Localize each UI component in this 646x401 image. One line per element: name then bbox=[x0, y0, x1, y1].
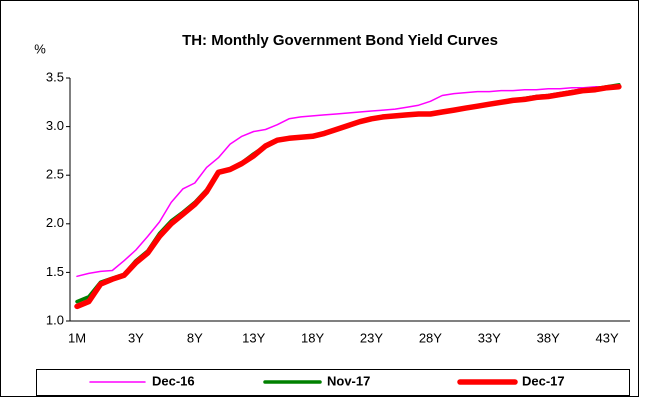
chart-title: TH: Monthly Government Bond Yield Curves bbox=[182, 32, 498, 49]
series-line bbox=[74, 83, 622, 310]
y-tick-label: 1.5 bbox=[46, 264, 64, 279]
x-tick-label: 23Y bbox=[360, 330, 383, 345]
y-tick-label: 2.0 bbox=[46, 215, 64, 230]
chart-border bbox=[0, 0, 639, 397]
x-tick-label: 28Y bbox=[419, 330, 442, 345]
y-axis-label: % bbox=[34, 41, 46, 56]
x-tick-label: 18Y bbox=[301, 330, 324, 345]
y-tick-label: 3.5 bbox=[46, 69, 64, 84]
y-tick-label: 2.5 bbox=[46, 167, 64, 182]
y-tick-label: 1.0 bbox=[46, 312, 64, 327]
x-tick-label: 38Y bbox=[537, 330, 560, 345]
x-tick-label: 43Y bbox=[596, 330, 619, 345]
y-tick-label: 3.0 bbox=[46, 118, 64, 133]
x-tick-label: 13Y bbox=[242, 330, 265, 345]
x-tick-label: 8Y bbox=[187, 330, 203, 345]
x-tick-label: 1M bbox=[68, 330, 86, 345]
legend-label: Dec-16 bbox=[152, 373, 195, 388]
legend-label: Dec-17 bbox=[522, 373, 565, 388]
x-tick-label: 33Y bbox=[478, 330, 501, 345]
x-tick-label: 3Y bbox=[128, 330, 144, 345]
series-line bbox=[76, 85, 620, 278]
legend-label: Nov-17 bbox=[327, 373, 370, 388]
